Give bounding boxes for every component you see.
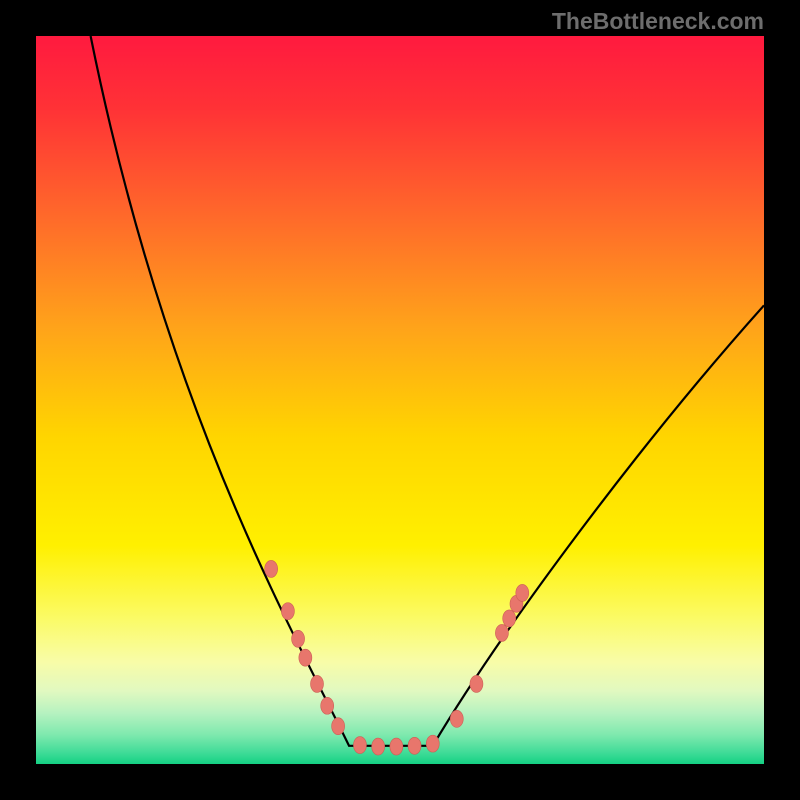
data-marker bbox=[470, 675, 483, 692]
data-marker bbox=[299, 649, 312, 666]
chart-svg bbox=[36, 36, 764, 764]
data-marker bbox=[516, 584, 529, 601]
data-marker bbox=[332, 718, 345, 735]
data-marker bbox=[426, 735, 439, 752]
data-marker bbox=[281, 603, 294, 620]
data-marker bbox=[503, 610, 516, 627]
data-marker bbox=[292, 630, 305, 647]
plot-area bbox=[36, 36, 764, 764]
data-marker bbox=[408, 737, 421, 754]
gradient-background bbox=[36, 36, 764, 764]
watermark-text: TheBottleneck.com bbox=[552, 8, 764, 35]
data-marker bbox=[495, 624, 508, 641]
data-marker bbox=[311, 675, 324, 692]
data-marker bbox=[372, 738, 385, 755]
data-marker bbox=[265, 560, 278, 577]
data-marker bbox=[321, 697, 334, 714]
data-marker bbox=[353, 737, 366, 754]
data-marker bbox=[390, 738, 403, 755]
data-marker bbox=[450, 710, 463, 727]
